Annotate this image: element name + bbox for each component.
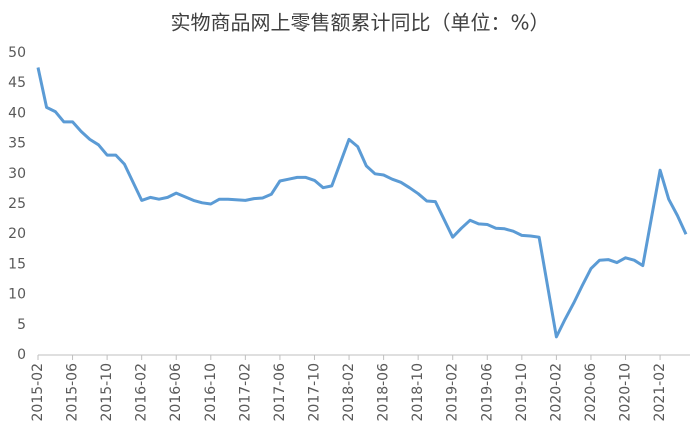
y-tick-label: 50 [8,45,26,61]
x-tick-label: 2016-02 [134,363,150,422]
line [36,67,688,339]
x-tick-label: 2020-10 [618,363,634,422]
y-tick-label: 45 [8,75,26,91]
x-tick-label: 2020-06 [583,363,599,422]
y-tick-label: 10 [8,287,26,303]
x-tick-label: 2019-10 [514,363,530,422]
x-tick-label: 2015-06 [65,363,81,422]
x-tick-label: 2015-10 [99,363,115,422]
x-tick-label: 2019-06 [479,363,495,422]
x-tick-label: 2018-02 [341,363,357,422]
y-tick-label: 5 [17,317,26,333]
y-tick-label: 0 [17,347,26,363]
x-tick-label: 2017-02 [237,363,253,422]
x-tick-label: 2021-02 [652,363,668,422]
x-tick-label: 2017-10 [306,363,322,422]
x-tick-label: 2018-06 [376,363,392,422]
chart-title: 实物商品网上零售额累计同比（单位：%） [170,11,549,35]
x-tick-label: 2020-02 [548,363,564,422]
x-tick-label: 2019-02 [445,363,461,422]
y-tick-label: 40 [8,105,26,121]
x-tick-label: 2016-06 [168,363,184,422]
y-tick-label: 15 [8,256,26,272]
x-tick-label: 2018-10 [410,363,426,422]
y-tick-label: 35 [8,136,26,152]
y-tick-label: 30 [8,166,26,182]
x-tick-label: 2016-10 [203,363,219,422]
x-tick-label: 2017-06 [272,363,288,422]
y-tick-label: 20 [8,226,26,242]
y-tick-label: 25 [8,196,26,212]
x-tick-label: 2015-02 [30,363,46,422]
